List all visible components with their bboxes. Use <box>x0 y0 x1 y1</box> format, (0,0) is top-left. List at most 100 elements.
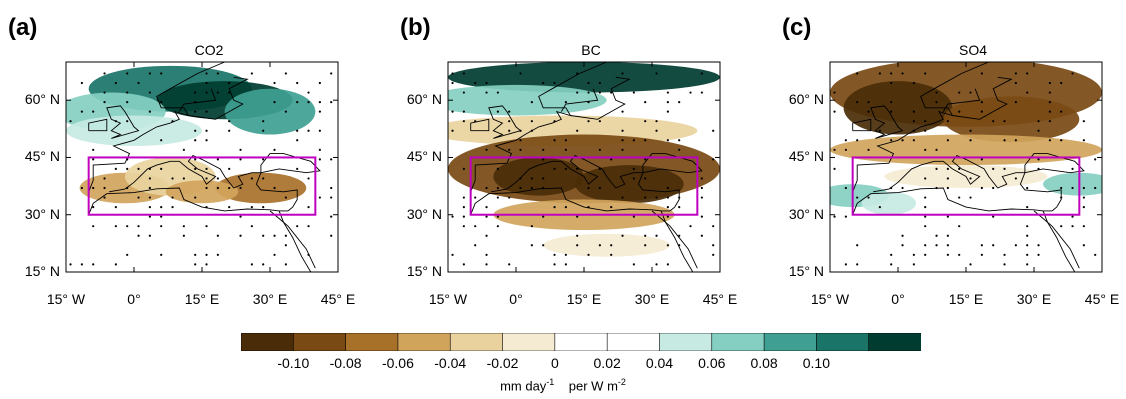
significance-dot <box>924 177 927 180</box>
significance-dot <box>553 205 556 209</box>
significance-dot <box>485 253 488 256</box>
coastline <box>1042 210 1076 272</box>
significance-dot <box>576 244 579 247</box>
significance-dot <box>700 215 703 218</box>
significance-dot <box>194 91 197 94</box>
significance-dot <box>958 225 961 228</box>
significance-dot <box>632 91 635 94</box>
significance-dot <box>519 139 522 142</box>
significance-dot <box>92 148 95 151</box>
significance-dot <box>284 244 287 247</box>
significance-dot <box>935 91 938 94</box>
significance-dot <box>194 158 197 161</box>
significance-dot <box>980 72 983 75</box>
significance-dot <box>216 91 219 94</box>
significance-dot <box>610 158 613 161</box>
significance-dot <box>228 91 231 94</box>
coastline <box>278 210 312 272</box>
significance-dot <box>878 72 881 75</box>
significance-dot <box>610 91 613 94</box>
significance-dot <box>160 72 163 75</box>
significance-dot <box>1048 139 1051 142</box>
significance-dot <box>103 186 106 190</box>
significance-dot <box>935 100 938 104</box>
x-tick-label: 15° E <box>566 291 602 307</box>
significance-dot <box>542 177 545 180</box>
significance-dot <box>194 167 197 171</box>
y-tick-label: 60° N <box>406 91 442 108</box>
significance-dot <box>160 167 163 171</box>
significance-dot <box>946 215 949 218</box>
significance-dot <box>205 81 208 85</box>
significance-dot <box>137 167 140 171</box>
significance-dot <box>980 253 983 256</box>
significance-dot <box>1026 263 1029 266</box>
colorbar-swatch <box>241 333 294 351</box>
x-tick-label: 15° E <box>948 291 984 307</box>
significance-dot <box>160 205 163 209</box>
significance-dot <box>103 91 106 94</box>
significance-dot <box>1026 72 1029 75</box>
significance-dot <box>576 215 579 218</box>
significance-dot <box>1037 253 1040 256</box>
significance-dot <box>856 139 859 142</box>
significance-dot <box>644 234 647 237</box>
units-per: per W m <box>568 378 618 394</box>
significance-dot <box>239 186 242 190</box>
y-tick-label: 30° N <box>406 205 442 222</box>
colorbar-tick-label: 0.10 <box>802 355 830 371</box>
significance-dot <box>598 244 601 247</box>
significance-dot <box>644 100 647 104</box>
significance-dot <box>148 234 151 237</box>
significance-dot <box>530 177 533 180</box>
significance-dot <box>946 234 949 237</box>
field-blob <box>448 84 607 116</box>
significance-dot <box>912 139 915 142</box>
significance-dot <box>666 110 669 113</box>
coastline <box>570 76 631 120</box>
significance-dot <box>969 177 972 180</box>
significance-dot <box>148 186 151 190</box>
significance-dot <box>508 129 511 132</box>
colorbar-tick-label: 0 <box>550 355 559 371</box>
significance-dot <box>632 167 635 171</box>
panel-so4: (c) SO4 <box>764 0 1126 310</box>
panel-bc: (b) BC <box>382 0 752 310</box>
significance-dot <box>946 177 949 180</box>
coastline <box>260 153 321 174</box>
significance-dot <box>1082 186 1085 190</box>
significance-dot <box>508 196 511 199</box>
x-tick-label: 45° E <box>1084 291 1120 307</box>
significance-dot <box>666 263 669 266</box>
significance-dot <box>992 244 995 247</box>
colorbar-tick-label: -0.02 <box>486 355 519 371</box>
significance-dot <box>80 110 83 113</box>
significance-dot <box>958 110 961 113</box>
significance-dot <box>890 253 893 256</box>
significance-dot <box>867 148 870 151</box>
significance-dot <box>284 234 287 237</box>
significance-dot <box>1060 110 1063 113</box>
significance-dot <box>250 72 253 75</box>
significance-dot <box>103 177 106 180</box>
coastline <box>470 118 490 132</box>
significance-dot <box>632 177 635 180</box>
significance-dot <box>712 129 715 132</box>
significance-dot <box>867 100 870 104</box>
significance-dot <box>318 196 321 199</box>
significance-dot <box>587 120 590 123</box>
significance-dot <box>576 91 579 94</box>
significance-dot <box>318 129 321 132</box>
panel-letter: (a) <box>8 14 38 41</box>
significance-dot <box>69 263 72 266</box>
significance-dot <box>621 72 624 75</box>
field-blob <box>448 62 720 93</box>
significance-dot <box>935 148 938 151</box>
colorbar-units: mm day-1 per W m-2 <box>0 377 1126 393</box>
significance-dot <box>205 177 208 180</box>
y-tick-label: 15° N <box>788 263 824 279</box>
x-tick-label: 30° E <box>634 291 670 307</box>
significance-dot <box>462 167 465 171</box>
significance-dot <box>103 196 106 199</box>
significance-dot <box>564 205 567 209</box>
